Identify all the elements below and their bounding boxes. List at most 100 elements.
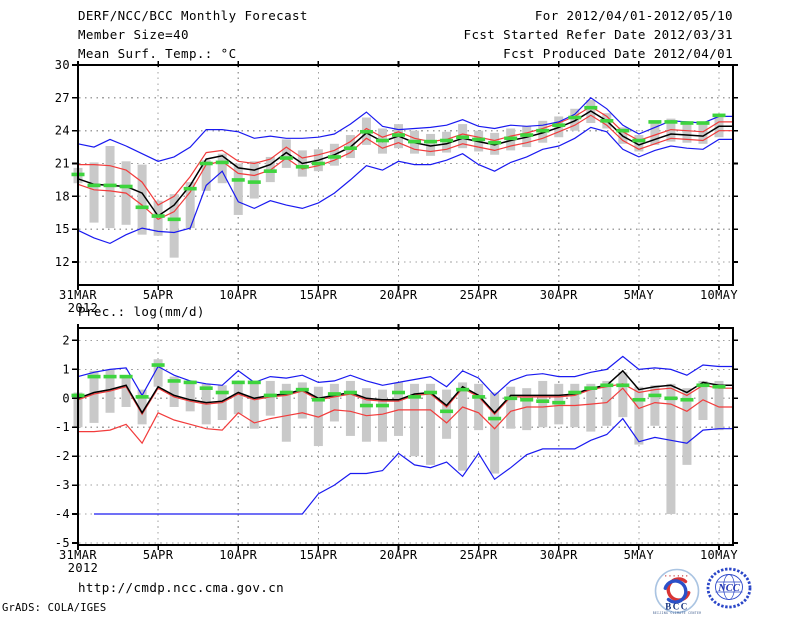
daily-reference-dashes — [151, 214, 165, 218]
daily-reference-dashes — [119, 184, 133, 189]
daily-reference-dashes — [343, 390, 357, 395]
daily-reference-dashes — [680, 397, 694, 402]
daily-reference-dashes — [295, 164, 309, 169]
member-spread-bar — [169, 376, 179, 407]
forecast-range-label: For 2012/04/01-2012/05/10 — [534, 8, 733, 23]
daily-reference-dashes — [87, 374, 101, 379]
daily-reference-dashes — [632, 138, 646, 143]
member-min-line — [77, 126, 732, 245]
daily-reference-dashes — [664, 396, 678, 401]
daily-reference-dashes — [488, 140, 502, 145]
prec-panel-title: Prec.: log(mm/d) — [78, 304, 205, 319]
x-tick-label: 20APR — [379, 288, 417, 302]
ncc-logo: NCC — [706, 567, 752, 609]
daily-reference-dashes — [648, 120, 662, 124]
fcst-produced-label: Fcst Produced Date 2012/04/01 — [503, 46, 733, 61]
daily-reference-dashes — [183, 186, 197, 191]
member-spread-bar — [714, 380, 724, 431]
member-spread-bar — [634, 135, 644, 152]
fcst-started-label: Fcst Started Refer Date 2012/03/31 — [463, 27, 733, 42]
member-spread-bar — [361, 388, 371, 442]
member-spread-bar — [153, 359, 163, 387]
member-spread-bar — [249, 382, 259, 429]
member-spread-bar — [249, 161, 259, 199]
daily-reference-dashes — [472, 137, 486, 142]
y-tick-label: 0 — [62, 391, 70, 405]
member-spread-bar — [89, 370, 99, 423]
source-url: http://cmdp.ncc.cma.gov.cn — [78, 580, 285, 595]
y-tick-label: -2 — [55, 449, 70, 463]
member-spread-bar — [698, 124, 708, 144]
daily-reference-dashes — [696, 383, 710, 388]
member-spread-bar — [233, 163, 243, 215]
member-spread-bar — [137, 389, 147, 425]
daily-reference-dashes — [279, 390, 293, 395]
page-title: DERF/NCC/BCC Monthly Forecast — [78, 8, 308, 23]
x-tick-label: 10APR — [219, 288, 257, 302]
member-spread-bar — [426, 383, 436, 465]
member-spread-bar — [682, 123, 692, 143]
daily-reference-dashes — [536, 399, 550, 404]
member-spread-bar — [121, 375, 131, 407]
daily-reference-dashes — [375, 403, 389, 408]
daily-reference-dashes — [343, 146, 357, 150]
daily-reference-dashes — [488, 416, 502, 421]
member-spread-bar — [666, 383, 676, 515]
member-size-label: Member Size=40 — [78, 27, 189, 42]
ncc-globe-meridian — [723, 574, 735, 600]
temp-panel-title: Mean Surf. Temp.: °C — [78, 46, 237, 61]
ncc-logo-label: NCC — [717, 583, 741, 594]
member-spread-bar — [426, 133, 436, 156]
member-spread-bar — [634, 386, 644, 445]
member-spread-bar — [233, 380, 243, 415]
y-tick-label: -1 — [55, 420, 70, 434]
daily-reference-dashes — [600, 119, 614, 123]
daily-reference-dashes — [263, 393, 277, 398]
daily-reference-dashes — [456, 387, 470, 392]
bcc-logo-ring — [654, 568, 700, 614]
year-label: 2012 — [68, 301, 99, 315]
bcc-logo-label: BCC — [665, 602, 689, 612]
y-tick-label: 30 — [55, 58, 70, 72]
ensemble-mean-line — [77, 369, 732, 415]
member-spread-bar — [281, 139, 291, 168]
member-spread-bar — [474, 383, 484, 431]
x-tick-label: 15APR — [299, 548, 337, 562]
y-tick-label: -4 — [55, 507, 70, 521]
plot-border — [77, 327, 734, 546]
year-label: 2012 — [68, 561, 99, 575]
lower-quartile-line — [77, 114, 732, 221]
x-tick-label: 30APR — [540, 288, 578, 302]
daily-reference-dashes — [279, 156, 293, 160]
member-spread-bar — [377, 389, 387, 442]
bcc-logo-subtext: BEIJING CLIMATE CENTER — [653, 611, 701, 615]
member-spread-bar — [522, 388, 532, 431]
daily-reference-dashes — [392, 390, 405, 395]
x-tick-label: 25APR — [460, 548, 498, 562]
member-spread-bar — [153, 200, 163, 236]
x-tick-label: 5MAY — [624, 548, 655, 562]
daily-reference-dashes — [103, 183, 117, 188]
member-spread-bar — [201, 160, 211, 191]
y-tick-label: 15 — [55, 222, 70, 236]
member-spread-bar — [570, 108, 580, 131]
daily-reference-dashes — [392, 133, 405, 137]
temperature-panel: 30 27 24 21 18 15 12 31MAR 5APR 10APR 15APR 20APR 25… — [55, 58, 738, 315]
daily-reference-dashes — [616, 383, 630, 388]
daily-reference-dashes — [327, 392, 341, 396]
member-spread-bar — [458, 382, 468, 471]
y-tick-label: -5 — [55, 536, 70, 550]
member-max-line — [77, 97, 732, 162]
daily-reference-dashes — [696, 121, 710, 125]
daily-reference-dashes — [680, 121, 694, 125]
lower-quartile-line — [78, 387, 732, 445]
y-tick-label: -3 — [55, 478, 70, 492]
daily-reference-dashes — [247, 180, 261, 184]
x-tick-label: 10MAY — [700, 288, 738, 302]
daily-reference-dashes — [504, 396, 518, 401]
x-tick-label: 15APR — [299, 288, 337, 302]
plot-border — [77, 64, 734, 286]
bcc-logo-top-marks: •••••• — [664, 575, 689, 580]
member-spread-bar — [137, 164, 147, 235]
